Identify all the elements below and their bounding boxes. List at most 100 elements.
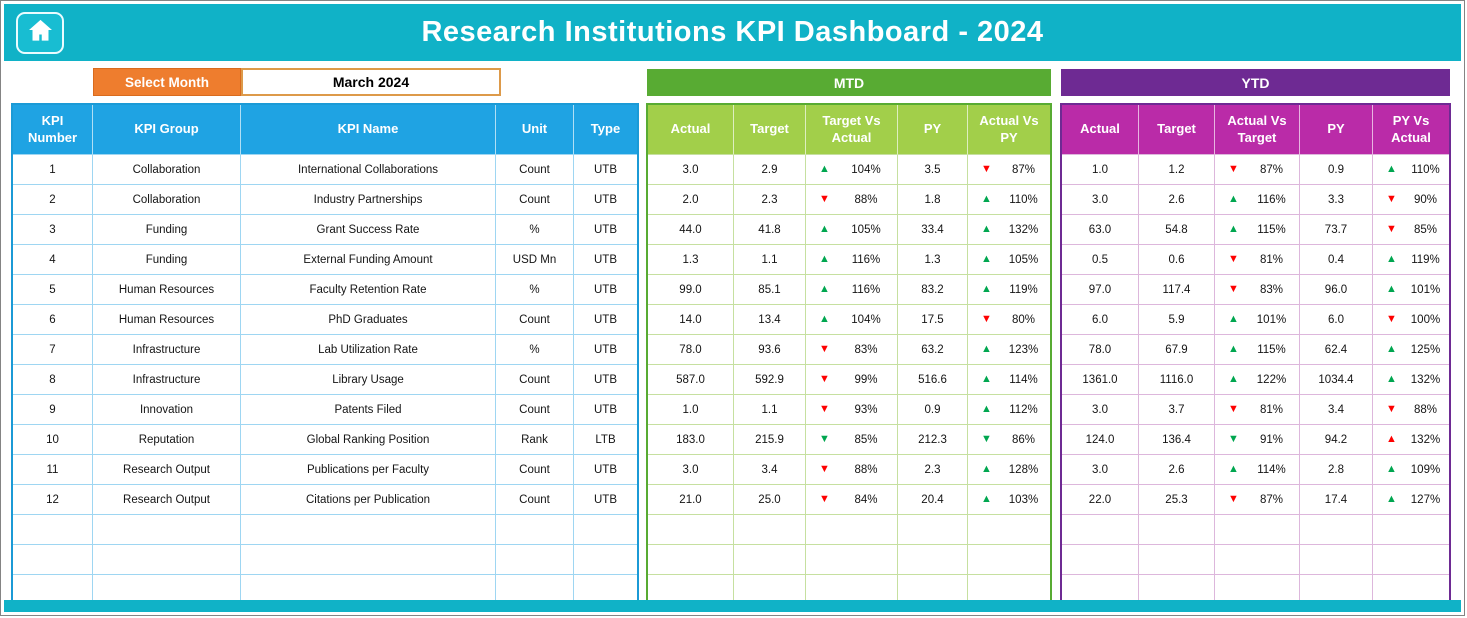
mtd-section-banner: MTD (647, 69, 1051, 96)
variance-value: 112% (1009, 403, 1038, 416)
variance-value: 81% (1259, 253, 1284, 266)
variance-value: 109% (1410, 463, 1441, 476)
kpi-name-cell: Lab Utilization Rate (241, 335, 496, 365)
empty-cell (1062, 515, 1139, 545)
empty-cell (574, 545, 637, 575)
column-header-kpi-number: KPI Number (13, 105, 93, 155)
mtd-actual-vs-py-cell: ▲ 128% (968, 455, 1050, 485)
kpi-name-cell: PhD Graduates (241, 305, 496, 335)
mtd-py-cell: 20.4 (898, 485, 968, 515)
up-arrow-icon: ▲ (819, 283, 830, 295)
mtd-target-vs-actual-cell: ▼ 88% (806, 455, 898, 485)
ytd-py-vs-actual-cell: ▼ 100% (1373, 305, 1449, 335)
ytd-py-vs-actual-cell: ▲ 109% (1373, 455, 1449, 485)
empty-cell (1215, 515, 1300, 545)
mtd-py-cell: 17.5 (898, 305, 968, 335)
variance-value: 115% (1257, 343, 1286, 356)
up-arrow-icon: ▲ (1386, 253, 1397, 265)
up-arrow-icon: ▲ (1228, 343, 1239, 355)
mtd-target-cell: 93.6 (734, 335, 806, 365)
up-arrow-icon: ▲ (1228, 193, 1239, 205)
ytd-py-cell: 3.3 (1300, 185, 1373, 215)
variance-value: 87% (1259, 493, 1284, 506)
mtd-target-cell: 25.0 (734, 485, 806, 515)
kpi-number-cell: 12 (13, 485, 93, 515)
ytd-actual-vs-target-cell: ▲ 115% (1215, 215, 1300, 245)
ytd-py-cell: 94.2 (1300, 425, 1373, 455)
kpi-group-cell: Human Resources (93, 305, 241, 335)
empty-cell (898, 545, 968, 575)
mtd-actual-vs-py-cell: ▲ 105% (968, 245, 1050, 275)
selected-month-value[interactable]: March 2024 (241, 68, 501, 96)
up-arrow-icon: ▲ (981, 403, 992, 415)
column-header-ytd-py-vs-actual: PY Vs Actual (1373, 105, 1449, 155)
type-cell: UTB (574, 305, 637, 335)
ytd-py-vs-actual-cell: ▲ 125% (1373, 335, 1449, 365)
kpi-group-cell: Reputation (93, 425, 241, 455)
empty-cell (1373, 545, 1449, 575)
column-header-ytd-target: Target (1139, 105, 1215, 155)
kpi-name-cell: International Collaborations (241, 155, 496, 185)
mtd-actual-cell: 1.3 (648, 245, 734, 275)
empty-cell (496, 545, 574, 575)
variance-value: 110% (1009, 193, 1038, 206)
kpi-group-cell: Infrastructure (93, 335, 241, 365)
unit-cell: Count (496, 365, 574, 395)
variance-value: 114% (1009, 373, 1038, 386)
bottom-accent-bar (4, 600, 1461, 612)
kpi-number-cell: 8 (13, 365, 93, 395)
ytd-target-cell: 54.8 (1139, 215, 1215, 245)
mtd-target-vs-actual-cell: ▲ 105% (806, 215, 898, 245)
ytd-target-cell: 1.2 (1139, 155, 1215, 185)
variance-value: 93% (854, 403, 878, 416)
type-cell: UTB (574, 245, 637, 275)
empty-cell (806, 515, 898, 545)
variance-value: 83% (1259, 283, 1284, 296)
home-icon (27, 17, 54, 49)
ytd-py-vs-actual-cell: ▲ 110% (1373, 155, 1449, 185)
select-month-button[interactable]: Select Month (93, 68, 241, 96)
mtd-actual-cell: 21.0 (648, 485, 734, 515)
down-arrow-icon: ▼ (1386, 193, 1397, 205)
variance-value: 115% (1257, 223, 1286, 236)
kpi-group-cell: Research Output (93, 455, 241, 485)
empty-cell (968, 515, 1050, 545)
variance-value: 119% (1009, 283, 1038, 296)
column-header-kpi-group: KPI Group (93, 105, 241, 155)
type-cell: UTB (574, 275, 637, 305)
down-arrow-icon: ▼ (981, 163, 992, 175)
kpi-group-cell: Infrastructure (93, 365, 241, 395)
variance-value: 80% (1011, 313, 1036, 326)
variance-value: 123% (1008, 343, 1039, 356)
type-cell: UTB (574, 485, 637, 515)
ytd-actual-cell: 0.5 (1062, 245, 1139, 275)
mtd-target-vs-actual-cell: ▲ 104% (806, 155, 898, 185)
up-arrow-icon: ▲ (819, 253, 830, 265)
empty-cell (1373, 515, 1449, 545)
mtd-target-cell: 2.9 (734, 155, 806, 185)
ytd-py-cell: 0.4 (1300, 245, 1373, 275)
kpi-number-cell: 5 (13, 275, 93, 305)
type-cell: UTB (574, 365, 637, 395)
ytd-actual-cell: 1361.0 (1062, 365, 1139, 395)
variance-value: 128% (1008, 463, 1039, 476)
up-arrow-icon: ▲ (1386, 163, 1397, 175)
ytd-py-cell: 0.9 (1300, 155, 1373, 185)
up-arrow-icon: ▲ (981, 463, 992, 475)
ytd-panel: Actual Target Actual Vs Target PY PY Vs … (1060, 103, 1451, 605)
variance-value: 125% (1410, 343, 1441, 356)
unit-cell: % (496, 215, 574, 245)
mtd-target-vs-actual-cell: ▼ 83% (806, 335, 898, 365)
empty-cell (1300, 545, 1373, 575)
empty-cell (93, 515, 241, 545)
kpi-number-cell: 10 (13, 425, 93, 455)
ytd-py-vs-actual-cell: ▲ 132% (1373, 365, 1449, 395)
down-arrow-icon: ▼ (1228, 433, 1239, 445)
empty-cell (13, 545, 93, 575)
mtd-actual-cell: 3.0 (648, 155, 734, 185)
up-arrow-icon: ▲ (1386, 463, 1397, 475)
mtd-target-cell: 41.8 (734, 215, 806, 245)
ytd-actual-cell: 3.0 (1062, 395, 1139, 425)
mtd-py-cell: 33.4 (898, 215, 968, 245)
home-button[interactable] (16, 12, 64, 54)
